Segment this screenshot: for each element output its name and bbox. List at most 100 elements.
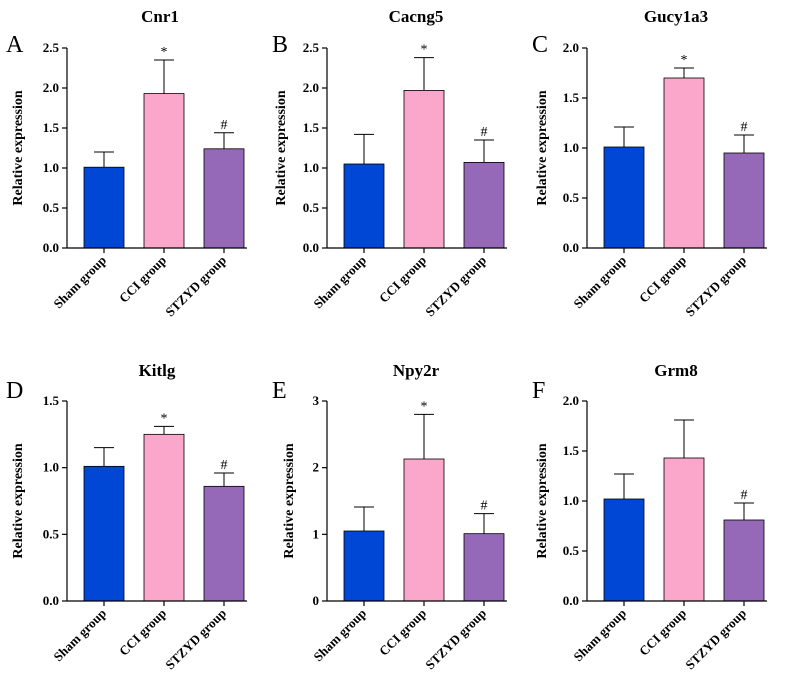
x-tick-label: CCI group bbox=[376, 606, 429, 659]
x-tick-label: Sham group bbox=[50, 606, 109, 665]
bar bbox=[343, 163, 385, 249]
y-axis-label: Relative expression bbox=[535, 90, 550, 205]
panel-letter: C bbox=[532, 32, 548, 58]
x-tick-label: STZYD group bbox=[422, 253, 489, 320]
panel-b: B Cacng5 Relative expression * #0.0 0.5 1.0 1.5… bbox=[272, 7, 507, 319]
significance-marker: * bbox=[421, 399, 428, 414]
x-tick-label: Sham group bbox=[570, 606, 629, 665]
chart-title: Cnr1 bbox=[141, 7, 179, 26]
panel-letter: A bbox=[6, 32, 24, 58]
chart-title: Grm8 bbox=[654, 361, 697, 380]
y-tick-label: 0.0 bbox=[303, 240, 319, 255]
y-tick-label: 2.0 bbox=[563, 393, 579, 408]
y-tick-label: 2.0 bbox=[563, 40, 579, 55]
y-tick-label: 2 bbox=[313, 460, 320, 475]
bar bbox=[463, 161, 505, 249]
bar bbox=[143, 93, 185, 249]
y-tick-label: 1.0 bbox=[43, 160, 59, 175]
bar bbox=[143, 433, 185, 602]
y-axis-label: Relative expression bbox=[535, 443, 550, 558]
y-axis-label: Relative expression bbox=[282, 443, 297, 558]
y-tick-label: 2.5 bbox=[303, 40, 320, 55]
x-tick-label: STZYD group bbox=[162, 606, 229, 673]
y-tick-label: 2.0 bbox=[43, 80, 59, 95]
x-tick-label: CCI group bbox=[376, 253, 429, 306]
x-tick-label: STZYD group bbox=[682, 606, 749, 673]
panel-a: A Cnr1 Relative expression * #0.0 0.5 1.0 1.5 2.… bbox=[6, 7, 247, 319]
significance-marker: # bbox=[741, 120, 748, 135]
x-tick-label: CCI group bbox=[636, 606, 689, 659]
panel-letter: F bbox=[532, 378, 545, 404]
significance-marker: * bbox=[161, 45, 168, 60]
x-tick-label: Sham group bbox=[310, 606, 369, 665]
bar bbox=[403, 458, 445, 602]
y-axis-label: Relative expression bbox=[11, 90, 26, 205]
x-tick-label: Sham group bbox=[570, 253, 629, 312]
bar bbox=[463, 533, 505, 602]
bar bbox=[203, 148, 245, 249]
significance-marker: * bbox=[681, 53, 688, 68]
chart-title: Gucy1a3 bbox=[644, 7, 708, 26]
y-tick-label: 0.0 bbox=[563, 593, 579, 608]
panel-letter: E bbox=[272, 378, 287, 404]
chart-title: Kitlg bbox=[139, 361, 176, 380]
x-tick-label: Sham group bbox=[50, 253, 109, 312]
significance-marker: * bbox=[161, 411, 168, 426]
y-tick-label: 0 bbox=[313, 593, 320, 608]
bar bbox=[603, 146, 645, 249]
x-tick-label: Sham group bbox=[310, 253, 369, 312]
y-tick-label: 1.5 bbox=[43, 393, 60, 408]
panel-c: C Gucy1a3 Relative expression * #0.0 0.5 1.0 1.… bbox=[532, 7, 767, 319]
y-tick-label: 0.5 bbox=[563, 543, 580, 558]
y-tick-label: 1.5 bbox=[563, 90, 580, 105]
x-tick-label: CCI group bbox=[636, 253, 689, 306]
bar bbox=[723, 152, 765, 249]
y-tick-label: 0.5 bbox=[43, 200, 60, 215]
significance-marker: # bbox=[481, 125, 488, 140]
bar bbox=[343, 530, 385, 602]
chart-title: Npy2r bbox=[393, 361, 440, 380]
chart-title: Cacng5 bbox=[389, 7, 444, 26]
bar bbox=[603, 498, 645, 602]
y-tick-label: 2.0 bbox=[303, 80, 319, 95]
x-tick-label: STZYD group bbox=[682, 253, 749, 320]
x-tick-label: CCI group bbox=[116, 606, 169, 659]
x-tick-label: CCI group bbox=[116, 253, 169, 306]
y-tick-label: 1.5 bbox=[43, 120, 60, 135]
significance-marker: # bbox=[741, 488, 748, 503]
y-tick-label: 1.5 bbox=[303, 120, 320, 135]
x-tick-label: STZYD group bbox=[422, 606, 489, 673]
y-tick-label: 2.5 bbox=[43, 40, 60, 55]
y-tick-label: 0.0 bbox=[43, 240, 59, 255]
y-tick-label: 1.0 bbox=[303, 160, 319, 175]
bar bbox=[403, 90, 445, 249]
x-tick-label: STZYD group bbox=[162, 253, 229, 320]
bar bbox=[83, 166, 125, 249]
y-axis-label: Relative expression bbox=[274, 90, 289, 205]
y-tick-label: 1 bbox=[313, 526, 320, 541]
y-tick-label: 1.5 bbox=[563, 443, 580, 458]
y-axis-label: Relative expression bbox=[11, 443, 26, 558]
bar bbox=[723, 519, 765, 602]
y-tick-label: 3 bbox=[313, 393, 320, 408]
panel-d: D Kitlg Relative expression * #0.0 0.5 1.0 1.5 S… bbox=[6, 361, 247, 672]
y-tick-label: 0.0 bbox=[563, 240, 579, 255]
panel-letter: D bbox=[6, 378, 23, 404]
significance-marker: # bbox=[221, 458, 228, 473]
panel-e: E Npy2r Relative expression * #0 1 2 3 Sham grou… bbox=[272, 361, 507, 672]
significance-marker: # bbox=[221, 118, 228, 133]
significance-marker: # bbox=[481, 499, 488, 514]
bar bbox=[663, 77, 705, 249]
bar bbox=[83, 465, 125, 602]
panel-f: F Grm8 Relative expression #0.0 0.5 1.0 1.5 2.0… bbox=[532, 361, 767, 672]
y-tick-label: 1.0 bbox=[43, 460, 59, 475]
bar bbox=[203, 485, 245, 602]
bar bbox=[663, 457, 705, 602]
y-tick-label: 0.5 bbox=[303, 200, 320, 215]
y-tick-label: 0.0 bbox=[43, 593, 59, 608]
y-tick-label: 1.0 bbox=[563, 140, 579, 155]
y-tick-label: 1.0 bbox=[563, 493, 579, 508]
y-tick-label: 0.5 bbox=[43, 526, 60, 541]
panel-letter: B bbox=[272, 32, 288, 58]
